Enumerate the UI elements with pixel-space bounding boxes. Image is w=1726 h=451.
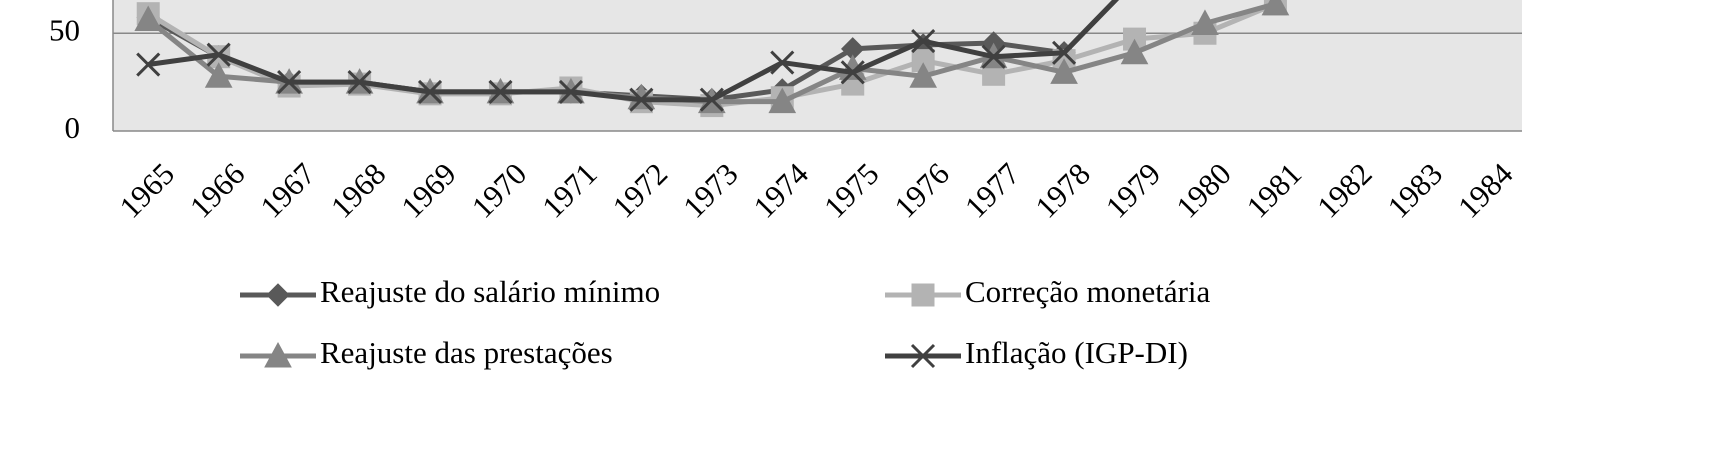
marker — [347, 70, 372, 95]
x-tick-label: 1965 — [112, 156, 181, 225]
legend-label: Reajuste do salário mínimo — [320, 274, 660, 309]
marker — [264, 341, 292, 368]
x-tick-label: 1974 — [746, 156, 815, 225]
x-tick-label: 1967 — [253, 156, 322, 225]
marker — [134, 5, 163, 32]
marker — [981, 44, 1006, 69]
x-tick-label: 1969 — [394, 156, 463, 225]
x-tick-label: 1971 — [535, 156, 604, 225]
marker — [911, 283, 935, 307]
series-line — [147, 0, 1119, 103]
y-tick-label: 50 — [49, 12, 80, 47]
marker — [558, 79, 583, 104]
marker — [840, 60, 865, 85]
marker — [266, 283, 290, 307]
x-tick-label: 1975 — [817, 156, 886, 225]
series-group — [134, 0, 1290, 118]
marker — [1120, 38, 1149, 65]
x-tick-label: 1984 — [1451, 156, 1520, 225]
marker — [770, 50, 795, 75]
marker — [909, 62, 938, 88]
x-tick-label: 1980 — [1169, 156, 1238, 225]
x-tick-label: 1976 — [887, 156, 956, 225]
marker — [629, 87, 654, 112]
legend-label: Reajuste das prestações — [320, 335, 613, 370]
marker — [1261, 0, 1290, 16]
x-tick-label: 1983 — [1381, 156, 1450, 225]
legend-label: Correção monetária — [965, 274, 1211, 309]
marker — [417, 79, 443, 104]
marker — [911, 28, 936, 54]
marker — [204, 62, 233, 88]
x-tick-label: 1979 — [1099, 156, 1168, 225]
marker — [1191, 9, 1219, 35]
x-tick-label: 1982 — [1310, 156, 1379, 225]
marker — [768, 87, 797, 114]
x-tick-label: 1981 — [1240, 156, 1309, 225]
marker — [910, 343, 936, 369]
marker — [136, 52, 161, 77]
x-tick-label: 1972 — [606, 156, 675, 225]
x-tick-label: 1970 — [465, 156, 534, 225]
y-tick-label: 0 — [65, 110, 81, 145]
legend-label: Inflação (IGP-DI) — [965, 335, 1188, 370]
marker — [699, 87, 724, 112]
x-tick-label: 1973 — [676, 156, 745, 225]
x-tick-label: 1966 — [183, 156, 252, 225]
x-tick-label: 1977 — [958, 156, 1027, 225]
marker — [206, 42, 231, 67]
marker — [1052, 40, 1077, 65]
x-tick-label: 1968 — [324, 156, 393, 225]
marker — [1050, 58, 1078, 84]
marker — [488, 79, 513, 104]
x-tick-label: 1978 — [1028, 156, 1097, 225]
marker — [277, 70, 302, 95]
